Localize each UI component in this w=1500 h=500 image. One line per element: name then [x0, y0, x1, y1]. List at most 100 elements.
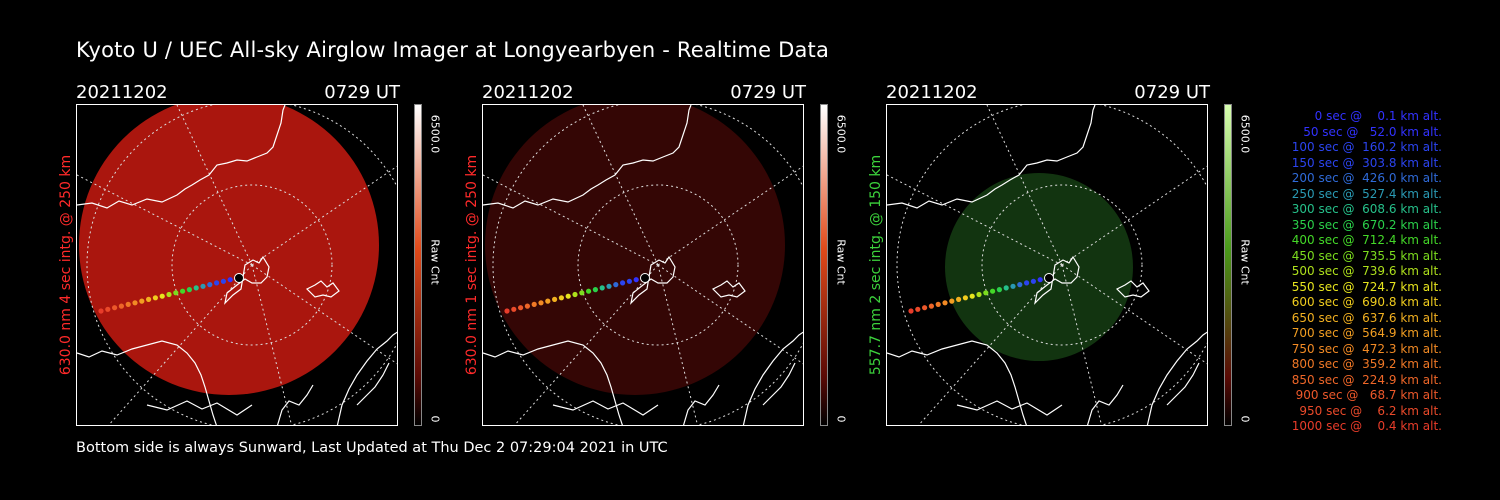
trajectory-point	[112, 305, 118, 311]
legend-entry: 500 sec @ 739.6 km alt.	[1287, 264, 1442, 278]
trajectory-point	[996, 287, 1002, 293]
trajectory-point	[599, 285, 605, 291]
trajectory-point	[592, 287, 598, 293]
trajectory-point	[990, 288, 996, 294]
legend-entry: 150 sec @ 303.8 km alt.	[1287, 155, 1442, 170]
trajectory-point	[531, 301, 537, 307]
colorbar-unit-label: Raw Cnt	[1238, 239, 1252, 285]
trajectory-point	[173, 290, 179, 296]
legend-entry: 250 sec @ 527.4 km alt.	[1287, 186, 1442, 201]
legend-entry: 550 sec @ 724.7 km alt.	[1287, 279, 1442, 294]
colorbar-min-label: 0	[834, 415, 848, 423]
colorbar-unit-label: Raw Cnt	[428, 239, 442, 285]
airglow-disk	[945, 173, 1133, 361]
colorbar-min-label: 0	[428, 415, 442, 423]
satellite-trajectory	[908, 273, 1054, 314]
colorbar-max-label: 6500.0	[1238, 114, 1252, 154]
colorbar-max-label: 6500.0	[428, 114, 442, 154]
trajectory-point	[949, 298, 955, 304]
trajectory-point	[545, 298, 551, 304]
trajectory-point	[98, 308, 104, 314]
trajectory-point	[166, 291, 172, 298]
trajectory-point	[132, 300, 138, 306]
legend-entry: 700 sec @ 564.9 km alt.	[1287, 326, 1442, 340]
legend-entry: 950 sec @ 6.2 km alt.	[1295, 403, 1442, 418]
legend-entry: 300 sec @ 608.6 km alt.	[1287, 202, 1442, 216]
legend-entry: 600 sec @ 690.8 km alt.	[1287, 295, 1442, 309]
trajectory-point	[928, 303, 934, 309]
coastline	[887, 105, 1207, 425]
legend-entry: 900 sec @ 68.7 km alt.	[1291, 388, 1442, 402]
trajectory-point	[942, 300, 948, 306]
legend-entry: 0 sec @ 0.1 km alt.	[1303, 109, 1442, 123]
trajectory-point	[565, 293, 571, 299]
legend-entry: 200 sec @ 426.0 km alt.	[1287, 171, 1442, 185]
colorbar-unit-label: Raw Cnt	[834, 239, 848, 285]
trajectory-point	[579, 290, 585, 296]
trajectory-point	[962, 295, 968, 301]
trajectory-point	[586, 288, 592, 294]
trajectory-point	[633, 277, 639, 283]
legend-entry: 50 sec @ 52.0 km alt.	[1295, 124, 1442, 139]
legend-entry: 100 sec @ 160.2 km alt.	[1287, 140, 1442, 154]
trajectory-point	[626, 278, 632, 284]
trajectory-point	[214, 280, 220, 286]
panel-time: 0729 UT	[324, 82, 400, 103]
trajectory-point	[200, 283, 206, 289]
trajectory-point	[1030, 278, 1036, 284]
panel-date: 20211202	[886, 82, 978, 103]
airglow-disk	[485, 105, 785, 395]
trajectory-point	[524, 303, 530, 309]
panel-time: 0729 UT	[730, 82, 806, 103]
trajectory-point	[1037, 277, 1043, 283]
trajectory-point	[159, 293, 165, 299]
trajectory-point	[1024, 280, 1030, 286]
trajectory-point	[139, 298, 145, 304]
trajectory-point	[152, 295, 158, 301]
trajectory-point	[146, 296, 152, 302]
legend-entry: 850 sec @ 224.9 km alt.	[1287, 372, 1442, 387]
trajectory-point	[1010, 283, 1016, 289]
panel-wavelength-label: 557.7 nm 2 sec intg. @ 150 km	[868, 154, 884, 376]
trajectory-point	[956, 296, 962, 302]
trajectory-point	[915, 306, 921, 312]
trajectory-point	[518, 305, 524, 311]
trajectory-point	[620, 280, 626, 286]
trajectory-point	[504, 308, 510, 314]
legend-entry: 1000 sec @ 0.4 km alt.	[1291, 419, 1442, 433]
trajectory-point	[105, 306, 111, 312]
trajectory-point	[118, 303, 124, 309]
trajectory-point	[976, 291, 982, 298]
imager-panel-2: 20211202 0729 UT 630.0 nm 1 sec intg. @ …	[464, 82, 902, 432]
trajectory-point	[125, 301, 131, 307]
trajectory-point	[572, 291, 578, 298]
satellite-trajectory	[98, 273, 244, 314]
satellite-trajectory	[504, 273, 650, 314]
trajectory-point	[538, 300, 544, 306]
airglow-disk	[79, 105, 379, 395]
coastline	[77, 105, 397, 425]
legend-entry: 400 sec @ 712.4 km alt.	[1287, 233, 1442, 247]
trajectory-point	[606, 283, 612, 289]
trajectory-point	[180, 288, 186, 294]
colorbar	[414, 104, 422, 426]
colorbar	[1224, 104, 1232, 426]
trajectory-point	[227, 277, 233, 283]
trajectory-point	[1003, 285, 1009, 291]
legend-entry: 800 sec @ 359.2 km alt.	[1287, 357, 1442, 371]
colorbar	[820, 104, 828, 426]
allsky-image	[482, 104, 804, 426]
allsky-image	[76, 104, 398, 426]
trajectory-point	[558, 295, 564, 301]
coastline	[483, 105, 803, 425]
trajectory-point	[552, 296, 558, 302]
footer-note: Bottom side is always Sunward, Last Upda…	[76, 440, 668, 456]
trajectory-point	[935, 301, 941, 307]
imager-panel-3: 20211202 0729 UT 557.7 nm 2 sec intg. @ …	[868, 82, 1306, 432]
trajectory-point	[511, 306, 517, 312]
trajectory-point	[1017, 282, 1023, 288]
panel-wavelength-label: 630.0 nm 1 sec intg. @ 250 km	[464, 154, 480, 376]
legend-entry: 450 sec @ 735.5 km alt.	[1287, 248, 1442, 263]
trajectory-point	[983, 290, 989, 296]
trajectory-point	[922, 305, 928, 311]
